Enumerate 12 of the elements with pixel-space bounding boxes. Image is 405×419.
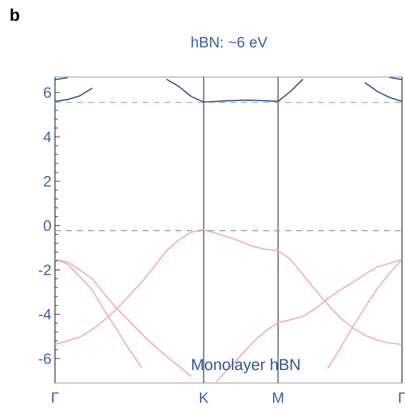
y-tick-label: 2: [44, 176, 51, 186]
y-tick-label: -4: [38, 309, 52, 320]
y-tick-label: 0: [44, 220, 51, 231]
y-tick-label: -2: [38, 264, 51, 276]
y-tick-label: 6: [44, 87, 51, 98]
x-tick-label: K: [200, 392, 209, 403]
x-tick-label: M: [273, 392, 284, 403]
text: b: [10, 8, 20, 21]
x-tick-label: Γ: [52, 392, 59, 403]
y-tick-label: -6: [38, 353, 51, 364]
y-tick-label: 4: [44, 132, 52, 142]
chart-title: hBN: ~6 eV: [192, 36, 268, 48]
